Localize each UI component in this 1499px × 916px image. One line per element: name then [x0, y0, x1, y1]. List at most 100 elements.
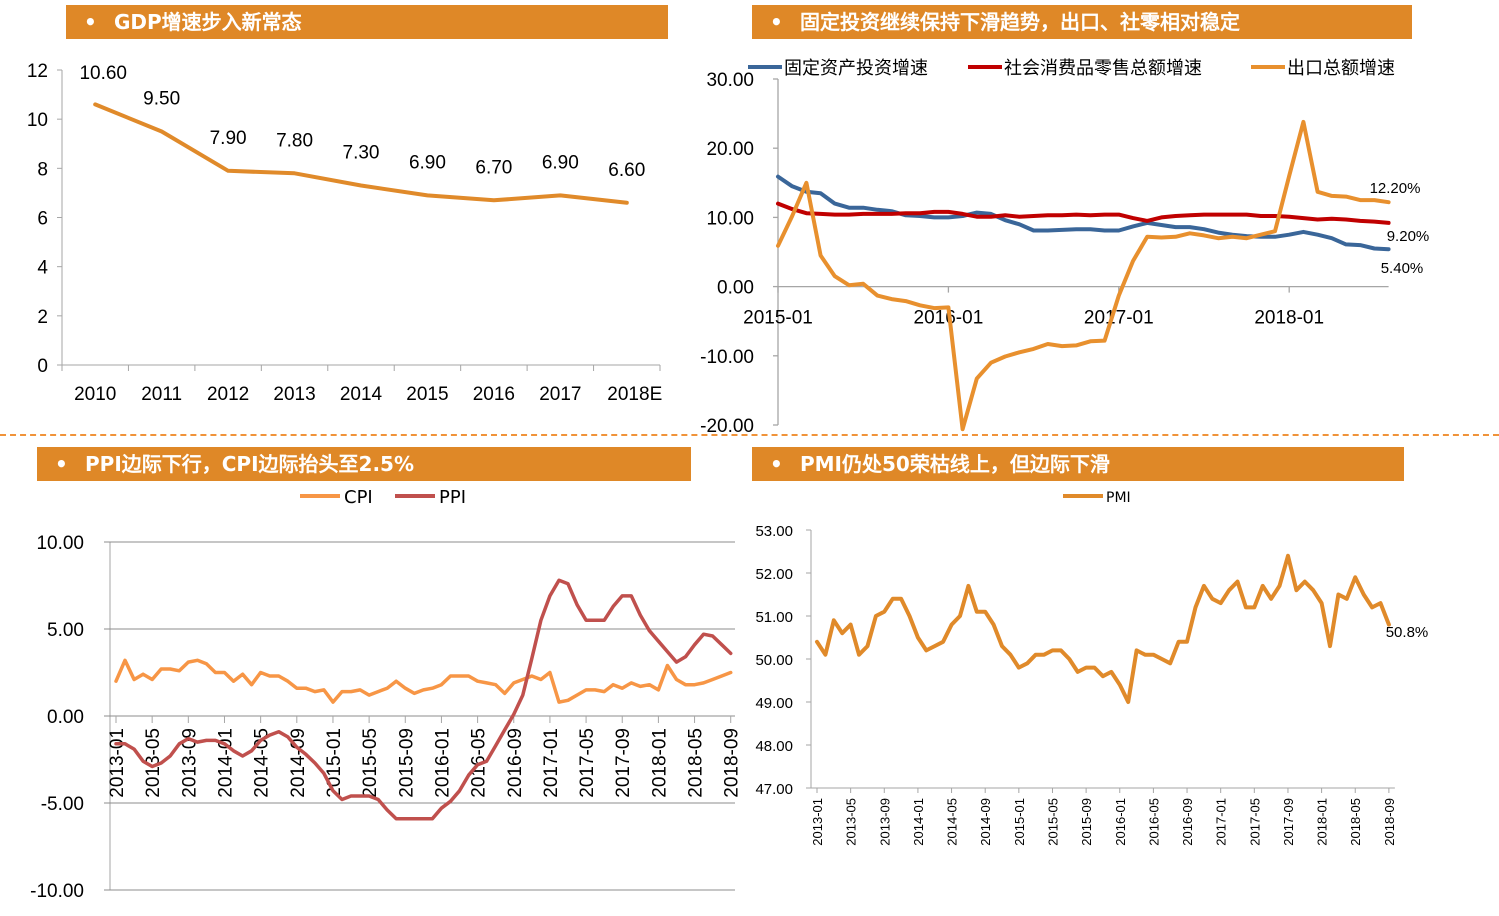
pmi-x-tick-label: 2015-05	[1045, 798, 1060, 846]
investment-end-label: 5.40%	[1381, 260, 1424, 277]
bullet-icon: •	[770, 10, 783, 34]
gdp-y-tick-label: 0	[37, 356, 48, 377]
pmi-x-tick-label: 2014-05	[945, 798, 960, 846]
pmi-y-tick-label: 52.00	[755, 566, 793, 583]
prices-x-tick-label: 2014-01	[215, 728, 236, 798]
prices-series-line-cpi	[114, 658, 733, 704]
bullet-icon: •	[84, 10, 97, 34]
investment-panel-title: 固定投资继续保持下滑趋势，出口、社零相对稳定	[800, 10, 1240, 34]
pmi-y-tick-label: 47.00	[755, 781, 793, 798]
prices-y-tick-label: 0.00	[47, 707, 84, 728]
prices-x-tick-label: 2018-09	[722, 728, 743, 798]
investment-end-label: 9.20%	[1387, 228, 1430, 245]
prices-x-tick-label: 2015-09	[396, 728, 417, 798]
investment-x-tick-label: 2015-01	[743, 308, 813, 329]
pmi-x-tick-label: 2017-01	[1214, 798, 1229, 846]
pmi-x-tick-label: 2016-09	[1180, 798, 1195, 846]
prices-series-line-ppi	[114, 578, 733, 821]
prices-x-tick-label: 2018-01	[649, 728, 670, 798]
pmi-y-tick-label: 48.00	[755, 738, 793, 755]
gdp-x-tick-label: 2018E	[607, 384, 662, 405]
gdp-y-tick-label: 10	[27, 110, 48, 131]
prices-x-tick-label: 2016-01	[432, 728, 453, 798]
gdp-x-tick-label: 2013	[273, 384, 315, 405]
prices-panel-title: PPI边际下行，CPI边际抬头至2.5%	[85, 452, 415, 476]
bullet-icon: •	[55, 452, 68, 476]
pmi-y-tick-label: 53.00	[755, 523, 793, 540]
gdp-data-label: 7.80	[276, 130, 313, 151]
pmi-x-tick-label: 2013-09	[877, 798, 892, 846]
gdp-x-tick-label: 2016	[473, 384, 515, 405]
gdp-y-tick-label: 2	[37, 307, 48, 328]
investment-y-tick-label: 10.00	[706, 208, 754, 229]
investment-series-line-1	[776, 201, 1391, 225]
gdp-y-tick-label: 8	[37, 159, 48, 180]
gdp-data-label: 10.60	[79, 63, 127, 84]
prices-x-tick-label: 2016-09	[505, 728, 526, 798]
prices-x-tick-label: 2015-05	[360, 728, 381, 798]
prices-legend-label: CPI	[344, 487, 373, 508]
prices-y-tick-label: -5.00	[41, 794, 84, 815]
prices-y-tick-label: 10.00	[36, 533, 84, 554]
pmi-x-tick-label: 2015-01	[1012, 798, 1027, 846]
gdp-x-tick-label: 2011	[141, 384, 182, 405]
gdp-x-tick-label: 2017	[539, 384, 581, 405]
investment-y-tick-label: 30.00	[706, 70, 754, 91]
investment-y-tick-label: 0.00	[717, 278, 754, 299]
prices-x-tick-label: 2015-01	[324, 728, 345, 798]
prices-legend-label: PPI	[439, 487, 466, 508]
pmi-end-label: 50.8%	[1386, 624, 1429, 641]
pmi-y-tick-label: 50.00	[755, 652, 793, 669]
prices-panel-header: • PPI边际下行，CPI边际抬头至2.5%	[37, 447, 691, 481]
gdp-x-tick-label: 2015	[406, 384, 448, 405]
prices-x-tick-label: 2017-05	[577, 728, 598, 798]
gdp-y-tick-label: 4	[37, 258, 48, 279]
gdp-data-label: 6.90	[542, 152, 579, 173]
pmi-series-line	[815, 553, 1391, 704]
gdp-data-label: 7.30	[343, 143, 380, 164]
pmi-x-tick-label: 2013-01	[810, 798, 825, 846]
gdp-data-label: 7.90	[210, 128, 247, 149]
prices-y-tick-label: 5.00	[47, 620, 84, 641]
gdp-x-tick-label: 2014	[340, 384, 383, 405]
pmi-x-tick-label: 2017-09	[1281, 798, 1296, 846]
investment-y-tick-label: -10.00	[700, 347, 754, 368]
gdp-data-label: 9.50	[143, 88, 180, 109]
investment-y-tick-label: 20.00	[706, 139, 754, 160]
investment-x-tick-label: 2017-01	[1084, 308, 1154, 329]
pmi-x-tick-label: 2018-09	[1382, 798, 1397, 846]
investment-panel-header: • 固定投资继续保持下滑趋势，出口、社零相对稳定	[752, 5, 1412, 39]
pmi-x-tick-label: 2014-01	[911, 798, 926, 846]
pmi-x-tick-label: 2013-05	[844, 798, 859, 846]
investment-legend-label: 固定资产投资增速	[784, 58, 928, 79]
investment-legend-label: 社会消费品零售总额增速	[1004, 58, 1202, 79]
pmi-x-tick-label: 2018-01	[1315, 798, 1330, 846]
investment-y-tick-label: -20.00	[700, 416, 754, 437]
bullet-icon: •	[770, 452, 783, 476]
prices-x-tick-label: 2013-01	[107, 728, 128, 798]
prices-x-tick-label: 2017-09	[613, 728, 634, 798]
pmi-x-tick-label: 2016-01	[1113, 798, 1128, 846]
gdp-x-tick-label: 2012	[207, 384, 249, 405]
pmi-y-tick-label: 49.00	[755, 695, 793, 712]
prices-x-tick-label: 2017-01	[541, 728, 562, 798]
section-divider	[0, 434, 1499, 436]
prices-x-tick-label: 2013-05	[143, 728, 164, 798]
gdp-data-label: 6.60	[608, 160, 645, 181]
pmi-x-tick-label: 2018-05	[1348, 798, 1363, 846]
gdp-y-tick-label: 6	[37, 209, 48, 230]
gdp-data-label: 6.90	[409, 152, 446, 173]
gdp-y-tick-label: 12	[27, 61, 48, 82]
pmi-x-tick-label: 2014-09	[978, 798, 993, 846]
prices-x-tick-label: 2018-05	[686, 728, 707, 798]
pmi-panel-header: • PMI仍处50荣枯线上，但边际下滑	[752, 447, 1404, 481]
investment-end-label: 12.20%	[1370, 180, 1421, 197]
gdp-panel-title: GDP增速步入新常态	[114, 10, 302, 34]
investment-legend-label: 出口总额增速	[1287, 58, 1395, 79]
gdp-panel-header: • GDP增速步入新常态	[66, 5, 668, 39]
pmi-y-tick-label: 51.00	[755, 609, 793, 626]
pmi-x-tick-label: 2016-05	[1146, 798, 1161, 846]
investment-x-tick-label: 2018-01	[1254, 308, 1324, 329]
pmi-panel-title: PMI仍处50荣枯线上，但边际下滑	[800, 452, 1110, 476]
